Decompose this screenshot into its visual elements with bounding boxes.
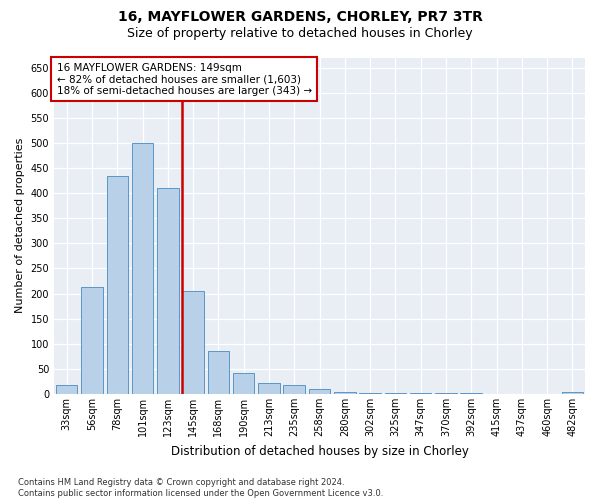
Bar <box>107 176 128 394</box>
Bar <box>359 392 381 394</box>
Bar <box>410 393 431 394</box>
Bar <box>460 393 482 394</box>
Text: 16 MAYFLOWER GARDENS: 149sqm
← 82% of detached houses are smaller (1,603)
18% of: 16 MAYFLOWER GARDENS: 149sqm ← 82% of de… <box>56 62 312 96</box>
Bar <box>258 383 280 394</box>
Y-axis label: Number of detached properties: Number of detached properties <box>15 138 25 314</box>
Bar <box>233 373 254 394</box>
Text: Contains HM Land Registry data © Crown copyright and database right 2024.
Contai: Contains HM Land Registry data © Crown c… <box>18 478 383 498</box>
Bar <box>385 392 406 394</box>
Bar <box>334 392 356 394</box>
Bar <box>283 386 305 394</box>
Bar <box>562 392 583 394</box>
Bar <box>208 352 229 394</box>
Bar <box>435 393 457 394</box>
Bar <box>56 386 77 394</box>
Text: Size of property relative to detached houses in Chorley: Size of property relative to detached ho… <box>127 28 473 40</box>
X-axis label: Distribution of detached houses by size in Chorley: Distribution of detached houses by size … <box>170 444 469 458</box>
Bar <box>132 143 153 394</box>
Bar <box>309 389 330 394</box>
Text: 16, MAYFLOWER GARDENS, CHORLEY, PR7 3TR: 16, MAYFLOWER GARDENS, CHORLEY, PR7 3TR <box>118 10 482 24</box>
Bar <box>182 291 204 394</box>
Bar <box>157 188 179 394</box>
Bar <box>81 287 103 394</box>
